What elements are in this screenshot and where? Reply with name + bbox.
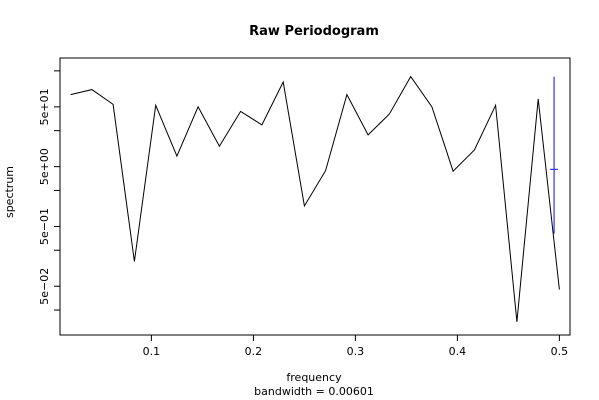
y-axis: 5e−02 5e−01 5e+00 5e+01 — [38, 70, 60, 311]
y-tick-label: 5e+01 — [38, 88, 51, 125]
x-axis: 0.1 0.2 0.3 0.4 0.5 — [143, 335, 569, 358]
y-tick-label: 5e−01 — [38, 208, 51, 245]
x-tick-label: 0.1 — [143, 345, 161, 358]
chart-title: Raw Periodogram — [249, 24, 379, 39]
plot-frame — [59, 57, 571, 336]
y-axis-label: spectrum — [3, 166, 16, 218]
bandwidth-label: bandwidth = 0.00601 — [254, 385, 374, 398]
spectrum-line — [70, 75, 560, 322]
series-layer — [70, 75, 560, 322]
x-tick-label: 0.2 — [245, 345, 263, 358]
confidence-bar — [550, 76, 559, 234]
y-tick-label: 5e+00 — [38, 148, 51, 185]
x-tick-label: 0.4 — [449, 345, 467, 358]
x-tick-label: 0.3 — [347, 345, 365, 358]
y-tick-label: 5e−02 — [38, 268, 51, 305]
x-axis-label: frequency — [286, 371, 342, 384]
x-tick-label: 0.5 — [551, 345, 569, 358]
